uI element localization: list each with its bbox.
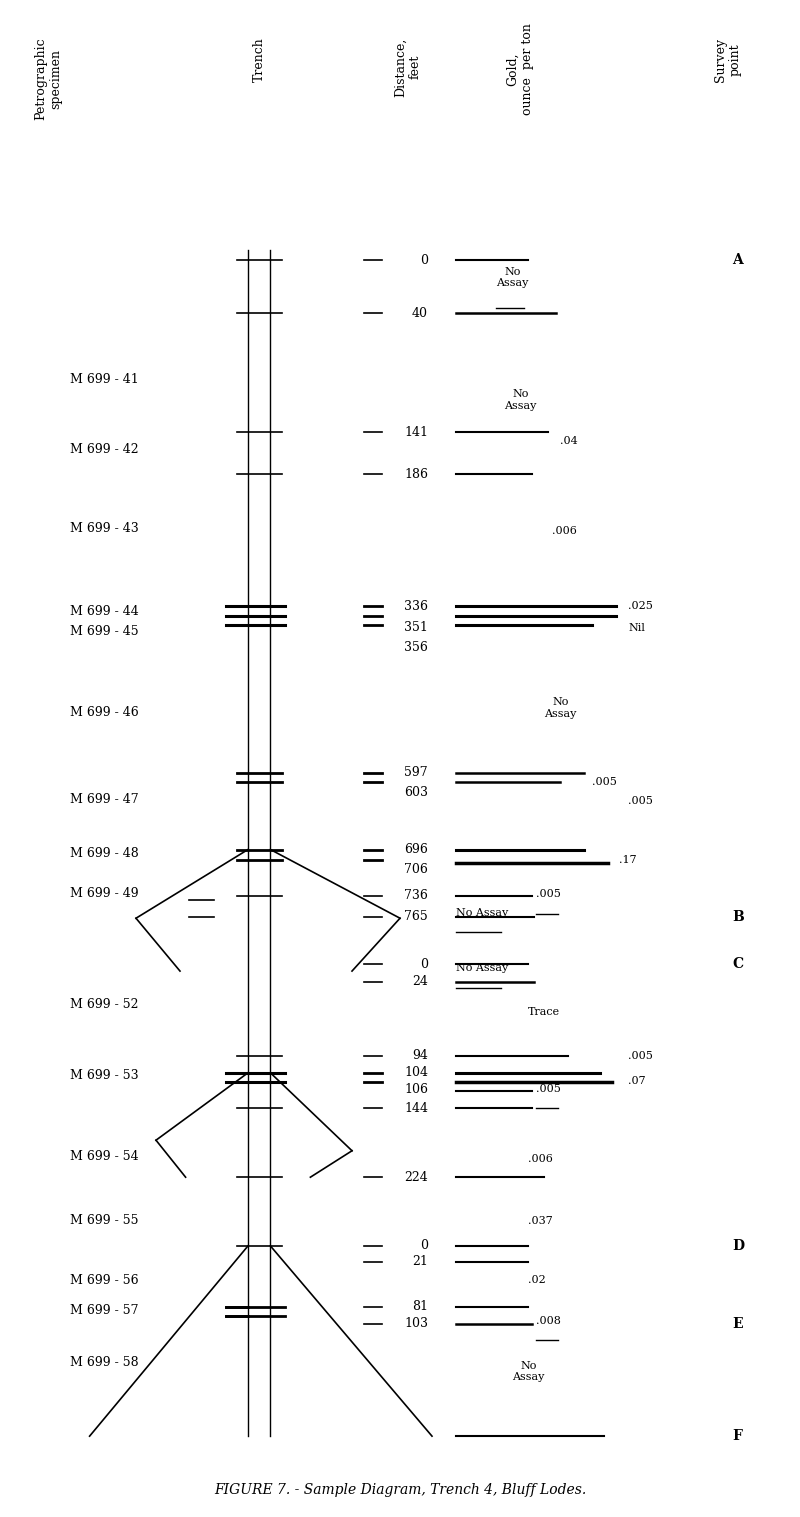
Text: M 699 - 48: M 699 - 48 (70, 846, 138, 860)
Text: 144: 144 (404, 1101, 428, 1115)
Text: M 699 - 41: M 699 - 41 (70, 373, 138, 385)
Text: 0: 0 (420, 253, 428, 267)
Text: M 699 - 47: M 699 - 47 (70, 793, 138, 806)
Text: Trace: Trace (528, 1007, 560, 1016)
Text: No
Assay: No Assay (512, 1361, 544, 1382)
Text: 104: 104 (404, 1066, 428, 1079)
Text: 336: 336 (404, 599, 428, 613)
Text: M 699 - 46: M 699 - 46 (70, 705, 138, 719)
Text: Trench: Trench (253, 38, 266, 82)
Text: 141: 141 (404, 425, 428, 438)
Text: .005: .005 (628, 1051, 653, 1060)
Text: M 699 - 43: M 699 - 43 (70, 522, 138, 536)
Text: Petrographic
specimen: Petrographic specimen (34, 38, 62, 120)
Text: .025: .025 (628, 601, 653, 611)
Text: 603: 603 (404, 786, 428, 799)
Text: 94: 94 (412, 1050, 428, 1062)
Text: 186: 186 (404, 467, 428, 481)
Text: FIGURE 7. - Sample Diagram, Trench 4, Bluff Lodes.: FIGURE 7. - Sample Diagram, Trench 4, Bl… (214, 1484, 586, 1497)
Text: 706: 706 (404, 863, 428, 875)
Text: .005: .005 (628, 795, 653, 806)
Text: 765: 765 (404, 910, 428, 924)
Text: Survey
point: Survey point (714, 38, 742, 82)
Text: 24: 24 (412, 975, 428, 988)
Text: C: C (732, 957, 743, 971)
Text: .005: .005 (536, 889, 561, 900)
Text: No
Assay: No Assay (504, 390, 536, 411)
Text: 0: 0 (420, 1239, 428, 1253)
Text: No
Assay: No Assay (544, 698, 576, 719)
Text: E: E (732, 1317, 742, 1330)
Text: .006: .006 (528, 1154, 553, 1164)
Text: 103: 103 (404, 1317, 428, 1330)
Text: M 699 - 56: M 699 - 56 (70, 1274, 138, 1286)
Text: 0: 0 (420, 957, 428, 971)
Text: 351: 351 (404, 620, 428, 634)
Text: 597: 597 (404, 766, 428, 780)
Text: No Assay: No Assay (456, 963, 508, 974)
Text: .005: .005 (536, 1083, 561, 1094)
Text: 40: 40 (412, 306, 428, 320)
Text: .04: .04 (560, 437, 578, 446)
Text: .008: .008 (536, 1317, 561, 1326)
Text: M 699 - 58: M 699 - 58 (70, 1356, 138, 1368)
Text: A: A (732, 253, 742, 267)
Text: M 699 - 55: M 699 - 55 (70, 1214, 138, 1227)
Text: M 699 - 45: M 699 - 45 (70, 625, 138, 639)
Text: No
Assay: No Assay (496, 267, 528, 288)
Text: .07: .07 (628, 1076, 646, 1086)
Text: 21: 21 (412, 1255, 428, 1268)
Text: M 699 - 42: M 699 - 42 (70, 443, 138, 455)
Text: M 699 - 54: M 699 - 54 (70, 1150, 138, 1162)
Text: 106: 106 (404, 1083, 428, 1097)
Text: 736: 736 (404, 889, 428, 903)
Text: .005: .005 (592, 777, 617, 787)
Text: 81: 81 (412, 1300, 428, 1314)
Text: 356: 356 (404, 640, 428, 654)
Text: .037: .037 (528, 1215, 553, 1226)
Text: No Assay: No Assay (456, 909, 508, 918)
Text: Nil: Nil (628, 622, 645, 633)
Text: F: F (732, 1429, 742, 1443)
Text: M 699 - 49: M 699 - 49 (70, 886, 138, 900)
Text: .02: .02 (528, 1276, 546, 1285)
Text: .17: .17 (619, 856, 637, 865)
Text: .006: .006 (552, 526, 577, 536)
Text: Distance,
feet: Distance, feet (394, 38, 422, 97)
Text: M 699 - 44: M 699 - 44 (70, 605, 138, 619)
Text: 224: 224 (404, 1171, 428, 1183)
Text: M 699 - 52: M 699 - 52 (70, 998, 138, 1010)
Text: B: B (732, 910, 744, 924)
Text: Gold,
ounce  per ton: Gold, ounce per ton (506, 23, 534, 115)
Text: 696: 696 (404, 843, 428, 856)
Text: M 699 - 57: M 699 - 57 (70, 1305, 138, 1317)
Text: D: D (732, 1239, 744, 1253)
Text: M 699 - 53: M 699 - 53 (70, 1069, 138, 1082)
